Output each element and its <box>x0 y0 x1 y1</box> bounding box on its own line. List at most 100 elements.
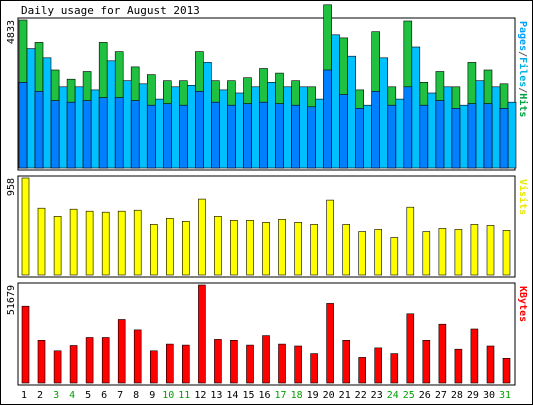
day-label-14: 14 <box>226 390 238 401</box>
bar-kbytes-day-24 <box>390 353 399 384</box>
panel-kbytes-legend: KBytes <box>517 286 528 322</box>
bar-files-day-3 <box>58 86 68 169</box>
bar-visits-day-13 <box>214 216 222 276</box>
legend-hits: Hits <box>517 93 529 117</box>
bar-kbytes-day-8 <box>133 329 142 384</box>
bar-pages-day-26 <box>419 104 429 169</box>
day-label-22: 22 <box>355 390 367 401</box>
bar-visits-day-9 <box>150 224 158 276</box>
day-label-16: 16 <box>258 390 270 401</box>
bar-pages-day-18 <box>291 104 300 169</box>
panel-hits-frame <box>17 17 516 171</box>
bar-visits-day-31 <box>502 230 511 276</box>
bar-visits-day-28 <box>454 229 463 276</box>
bar-kbytes-day-23 <box>374 347 383 384</box>
bar-visits-day-11 <box>182 221 190 276</box>
bar-visits-day-23 <box>374 229 383 276</box>
bar-files-day-12 <box>203 62 212 169</box>
bar-visits-day-26 <box>422 231 431 276</box>
legend-visits: Visits <box>517 179 529 215</box>
bar-files-day-28 <box>459 104 469 169</box>
legend-slash: / <box>517 87 528 93</box>
bar-files-day-14 <box>235 92 244 169</box>
day-label-12: 12 <box>194 390 206 401</box>
bar-visits-day-1 <box>21 177 30 276</box>
day-label-1: 1 <box>21 390 27 401</box>
bar-kbytes-day-5 <box>85 337 94 384</box>
bar-kbytes-day-2 <box>37 339 46 384</box>
bar-kbytes-day-1 <box>21 305 30 384</box>
day-label-3: 3 <box>53 390 59 401</box>
day-label-28: 28 <box>451 390 463 401</box>
bar-files-day-9 <box>155 98 164 169</box>
bar-visits-day-22 <box>358 231 367 276</box>
bar-kbytes-day-30 <box>486 345 495 384</box>
bar-kbytes-day-31 <box>502 357 511 384</box>
bar-visits-day-20 <box>326 199 334 276</box>
bar-pages-day-19 <box>307 106 316 169</box>
panel-hits-max-label: 4833 <box>6 20 17 44</box>
bar-visits-day-29 <box>470 224 479 276</box>
bar-pages-day-7 <box>114 97 124 169</box>
bar-pages-day-27 <box>435 100 445 169</box>
bar-kbytes-day-27 <box>438 323 447 384</box>
chart-title: Daily usage for August 2013 <box>21 4 200 17</box>
bar-kbytes-day-19 <box>310 353 318 384</box>
bar-files-day-1 <box>26 48 36 169</box>
bar-kbytes-day-13 <box>214 339 222 384</box>
bar-visits-day-24 <box>390 237 399 276</box>
bar-kbytes-day-11 <box>182 344 190 384</box>
bar-visits-day-14 <box>230 220 238 276</box>
bar-kbytes-day-9 <box>150 350 158 384</box>
bar-visits-day-16 <box>262 222 270 276</box>
day-label-25: 25 <box>403 390 415 401</box>
legend-slash: / <box>517 51 528 57</box>
legend-pages: Pages <box>517 21 528 51</box>
bar-files-day-17 <box>283 86 292 169</box>
bar-visits-day-3 <box>53 216 62 276</box>
bar-pages-day-24 <box>387 104 397 169</box>
bar-kbytes-day-6 <box>101 337 110 384</box>
bar-visits-day-12 <box>198 198 206 276</box>
bar-pages-day-20 <box>323 69 332 169</box>
bar-visits-day-30 <box>486 225 495 276</box>
bar-files-day-21 <box>347 55 357 169</box>
bar-visits-day-25 <box>406 206 415 276</box>
day-label-30: 30 <box>483 390 495 401</box>
bar-files-day-30 <box>491 86 501 169</box>
bar-kbytes-day-21 <box>342 339 351 384</box>
bar-kbytes-day-12 <box>198 284 206 384</box>
bar-visits-day-27 <box>438 228 447 276</box>
bar-files-day-11 <box>187 85 196 169</box>
day-label-8: 8 <box>133 390 139 401</box>
bar-kbytes-day-22 <box>358 357 367 384</box>
bar-kbytes-day-3 <box>53 350 62 384</box>
bar-pages-day-1 <box>18 82 28 169</box>
bar-pages-day-9 <box>147 104 156 169</box>
bar-pages-day-10 <box>163 103 172 169</box>
bar-files-day-29 <box>475 80 485 169</box>
bar-pages-day-31 <box>499 108 509 169</box>
bar-visits-day-10 <box>166 218 174 276</box>
bar-files-day-10 <box>171 86 180 169</box>
bar-files-day-27 <box>443 86 453 169</box>
bar-visits-day-18 <box>294 222 302 276</box>
bar-kbytes-day-20 <box>326 303 334 384</box>
bar-pages-day-2 <box>34 91 44 169</box>
day-label-15: 15 <box>242 390 254 401</box>
bar-files-day-7 <box>122 80 132 169</box>
bar-visits-day-19 <box>310 224 318 276</box>
day-label-17: 17 <box>274 390 286 401</box>
bar-files-day-19 <box>315 98 324 169</box>
bar-pages-day-17 <box>275 103 284 169</box>
bar-kbytes-day-26 <box>422 339 431 384</box>
day-label-27: 27 <box>435 390 447 401</box>
bar-pages-day-4 <box>66 101 76 169</box>
day-label-23: 23 <box>371 390 383 401</box>
day-label-4: 4 <box>69 390 75 401</box>
bar-pages-day-23 <box>371 91 381 169</box>
day-label-31: 31 <box>499 390 511 401</box>
day-label-20: 20 <box>323 390 335 401</box>
bar-pages-day-29 <box>467 103 477 169</box>
